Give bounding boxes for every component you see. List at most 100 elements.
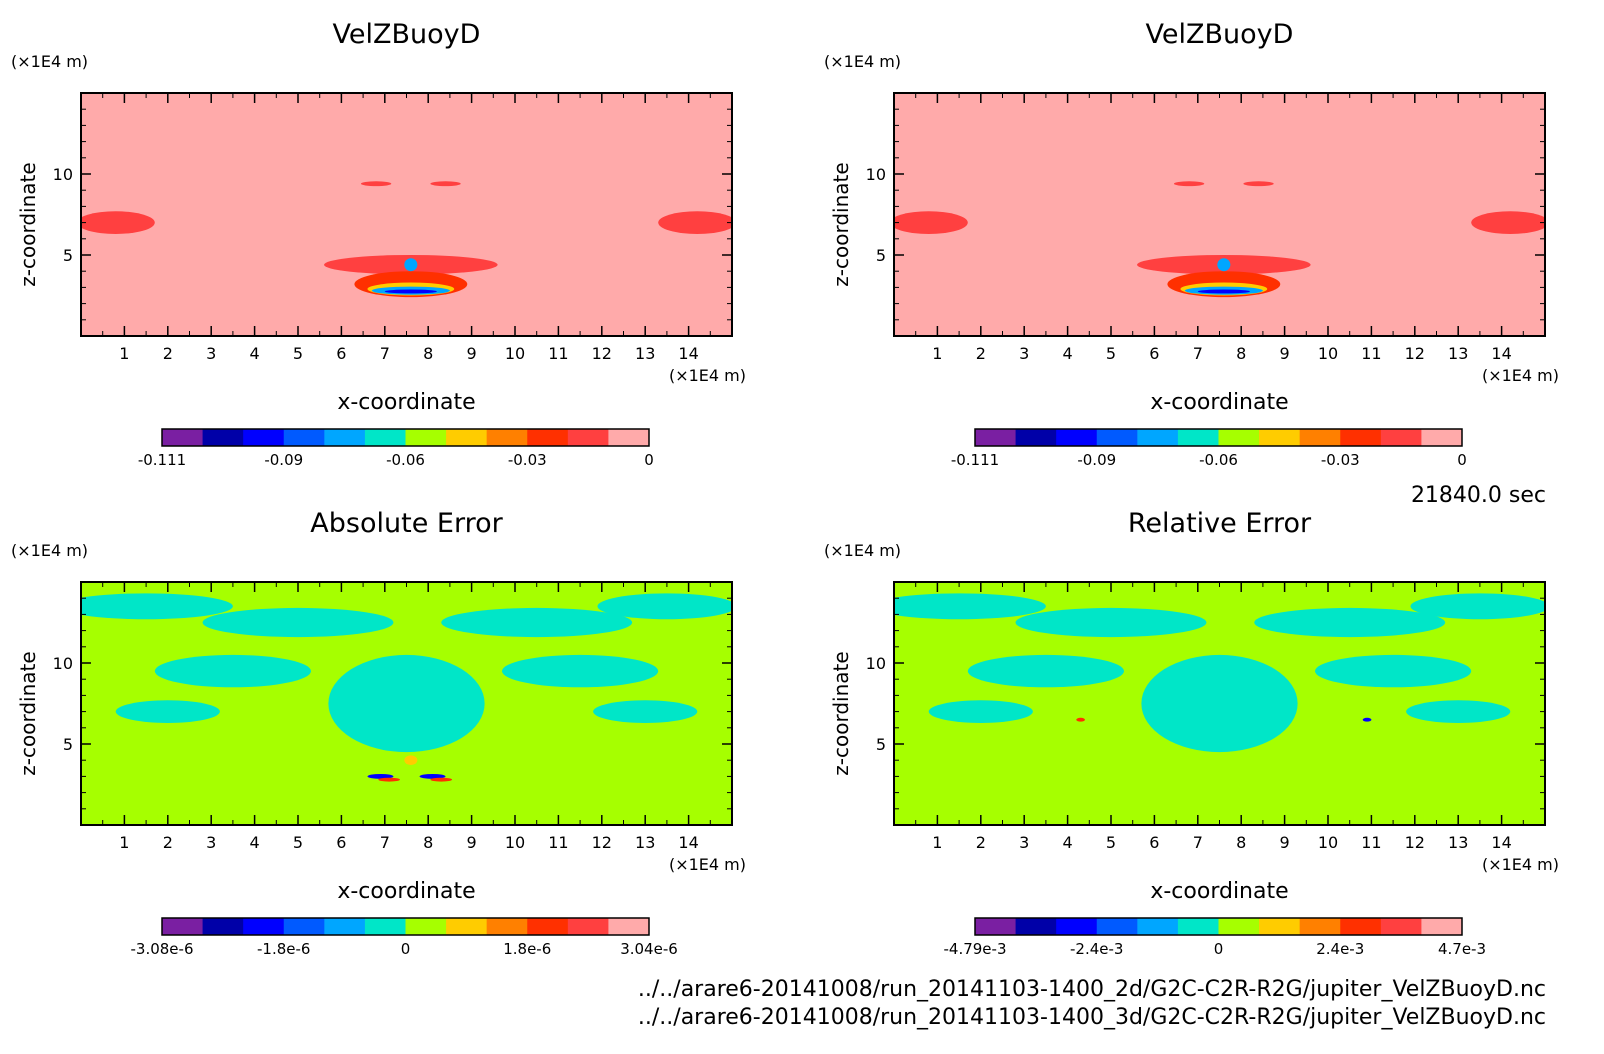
colorbar-swatch: [202, 918, 244, 935]
x-tick-label: 14: [1491, 833, 1511, 852]
colorbar-tick-label: -0.03: [508, 451, 547, 469]
contour-field: [894, 93, 1545, 336]
colorbar-tick-label: -4.79e-3: [944, 940, 1007, 958]
x-axis-label: x-coordinate: [1150, 390, 1288, 415]
contour-region: [81, 593, 233, 620]
x-tick-label: 3: [206, 833, 216, 852]
colorbar-swatch: [446, 429, 488, 446]
x-tick-label: 12: [1405, 344, 1425, 363]
x-tick-label: 2: [163, 344, 173, 363]
x-axis-label: x-coordinate: [1150, 879, 1288, 904]
x-tick-label: 8: [423, 833, 433, 852]
contour-field: [81, 93, 732, 336]
field-background: [81, 93, 732, 336]
colorbar-frame: [161, 917, 650, 936]
colorbar-swatch: [446, 918, 488, 935]
colorbar-tick-label: -0.06: [1199, 451, 1238, 469]
x-tick-label: 4: [250, 344, 260, 363]
contour-region: [1243, 181, 1274, 187]
chart-title: Absolute Error: [310, 508, 503, 539]
x-tick-label: 7: [1193, 833, 1203, 852]
y-axis-label: z-coordinate: [16, 651, 40, 775]
x-unit-label: (×1E4 m): [1482, 855, 1559, 874]
chart-title: VelZBuoyD: [1146, 19, 1294, 50]
contour-region: [894, 593, 1046, 620]
x-tick-label: 11: [548, 833, 568, 852]
contour-region: [441, 607, 633, 638]
contour-region: [360, 181, 392, 187]
colorbar-swatch: [364, 918, 406, 935]
colorbar-swatch: [405, 918, 447, 935]
colorbar-tick-label: 2.4e-3: [1316, 940, 1364, 958]
file-path-3d: ../../arare6-20141008/run_20141103-1400_…: [638, 1005, 1546, 1030]
colorbar-swatch: [1340, 918, 1382, 935]
colorbar-tick-label: 1.8e-6: [503, 940, 551, 958]
x-tick-label: 12: [1405, 833, 1425, 852]
colorbar-swatch: [527, 429, 569, 446]
colorbar-tick-label: 0: [1457, 451, 1467, 469]
colorbar-swatch: [608, 918, 650, 935]
x-tick-label: 10: [1318, 344, 1338, 363]
colorbar-swatch: [283, 429, 325, 446]
contour-region: [967, 654, 1125, 688]
colorbar-tick-label: 0: [644, 451, 654, 469]
x-tick-label: 13: [635, 344, 655, 363]
contour-field: [81, 582, 732, 825]
x-tick-label: 3: [206, 344, 216, 363]
x-tick-label: 6: [336, 344, 346, 363]
colorbar-swatch: [1259, 429, 1301, 446]
x-tick-label: 5: [1106, 344, 1116, 363]
contour-region: [404, 755, 418, 766]
contour-region: [1362, 717, 1372, 722]
colorbar-swatch: [527, 918, 569, 935]
colorbar-tick-label: 4.7e-3: [1438, 940, 1486, 958]
y-axis-label: z-coordinate: [16, 162, 40, 286]
colorbar-swatch: [975, 429, 1017, 446]
contour-region: [597, 593, 732, 620]
contour-region: [1406, 700, 1511, 723]
colorbar-swatch: [1015, 429, 1057, 446]
colorbar-swatch: [405, 429, 447, 446]
colorbar-swatch: [1177, 918, 1219, 935]
colorbar-tick-label: -0.111: [951, 451, 999, 469]
colorbar-swatch: [486, 918, 528, 935]
x-unit-label: (×1E4 m): [669, 366, 746, 385]
x-tick-label: 1: [119, 833, 129, 852]
x-tick-label: 2: [163, 833, 173, 852]
colorbar-swatch: [1259, 918, 1301, 935]
contour-region: [593, 700, 698, 723]
colorbar-tick-label: 0: [401, 940, 411, 958]
colorbar-tick-label: -0.111: [138, 451, 186, 469]
contour-region: [419, 773, 446, 779]
x-tick-label: 2: [976, 833, 986, 852]
x-tick-label: 9: [467, 833, 477, 852]
x-tick-label: 2: [976, 344, 986, 363]
x-tick-label: 5: [1106, 833, 1116, 852]
colorbar-swatch: [567, 429, 609, 446]
x-tick-label: 8: [1236, 344, 1246, 363]
colorbar-swatch: [243, 429, 285, 446]
y-tick-label: 5: [63, 735, 73, 754]
x-tick-label: 14: [1491, 344, 1511, 363]
contour-region: [928, 700, 1033, 723]
contour-region: [115, 700, 220, 723]
x-unit-label: (×1E4 m): [669, 855, 746, 874]
x-tick-label: 1: [932, 344, 942, 363]
y-tick-label: 5: [63, 246, 73, 265]
y-tick-label: 10: [866, 165, 886, 184]
x-tick-label: 7: [380, 833, 390, 852]
colorbar-swatch: [1177, 429, 1219, 446]
contour-region: [81, 211, 155, 234]
x-tick-label: 1: [119, 344, 129, 363]
x-tick-label: 10: [505, 833, 525, 852]
x-tick-label: 6: [336, 833, 346, 852]
colorbar-tick-label: -0.09: [1077, 451, 1116, 469]
contour-region: [1173, 181, 1205, 187]
colorbar-swatch: [1137, 429, 1179, 446]
x-tick-label: 9: [467, 344, 477, 363]
x-tick-label: 9: [1280, 833, 1290, 852]
contour-region: [894, 211, 968, 234]
